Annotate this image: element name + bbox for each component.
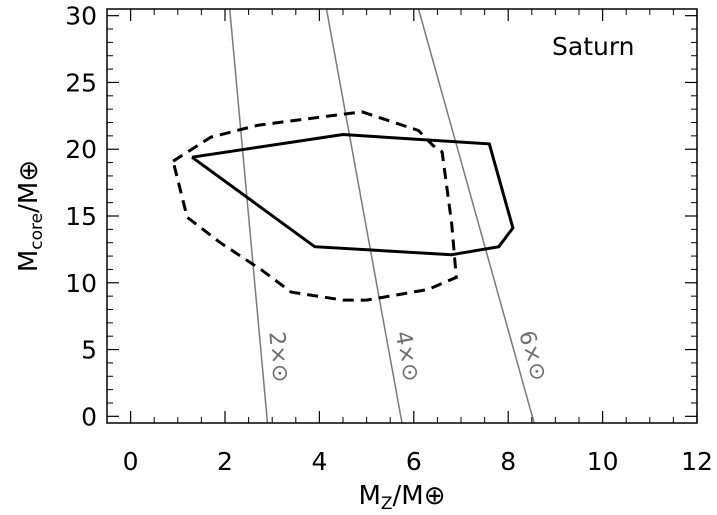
panel-title: Saturn: [552, 32, 635, 61]
y-tick-label: 25: [65, 68, 97, 97]
y-tick-label: 0: [81, 402, 97, 431]
metallicity-lines-layer: 2×⊙ 4×⊙ 6×⊙: [228, 8, 551, 424]
plot-frame: [106, 8, 698, 424]
x-tick-label: 4: [311, 447, 327, 476]
x-tick-label: 2: [217, 447, 233, 476]
x-axis-title-subscript: Z: [381, 494, 393, 514]
series-dashed-contour: [171, 110, 458, 302]
y-axis-title: Mcore/M⊕: [14, 160, 47, 272]
metallicity-line-3: [417, 8, 535, 424]
x-tick-label: 0: [123, 447, 139, 476]
y-tick-label: 20: [65, 135, 97, 164]
y-axis-title-base: M: [14, 250, 44, 272]
metallicity-line-label-3: 6×⊙: [513, 328, 551, 384]
ticks-layer: 0 2 4 6 8 10 12 0 5 10 15 20 25 30: [65, 2, 713, 476]
x-axis-title-base: M: [358, 481, 380, 511]
series-layer: [171, 110, 515, 302]
y-tick-label: 15: [65, 202, 97, 231]
metallicity-line-label-1: 2×⊙: [263, 331, 293, 384]
x-tick-label: 6: [406, 447, 422, 476]
x-axis-title-mid: /M: [393, 481, 424, 511]
y-tick-label: 5: [81, 336, 97, 365]
metallicity-line-1: [228, 8, 269, 424]
x-tick-label: 8: [500, 447, 516, 476]
x-tick-label: 12: [681, 447, 713, 476]
metallicity-line-label-2: 4×⊙: [390, 329, 424, 384]
y-tick-label: 10: [65, 269, 97, 298]
x-axis-title-symbol: ⊕: [424, 481, 446, 511]
x-tick-label: 10: [587, 447, 619, 476]
y-axis-title-symbol: ⊕: [14, 160, 44, 182]
metallicity-line-2: [325, 8, 403, 424]
x-axis-title: MZ/M⊕: [358, 481, 445, 514]
y-tick-label: 30: [65, 2, 97, 31]
y-axis-title-mid: /M: [14, 182, 44, 213]
y-axis-title-subscript: core: [27, 213, 47, 250]
series-solid-contour: [191, 132, 515, 257]
